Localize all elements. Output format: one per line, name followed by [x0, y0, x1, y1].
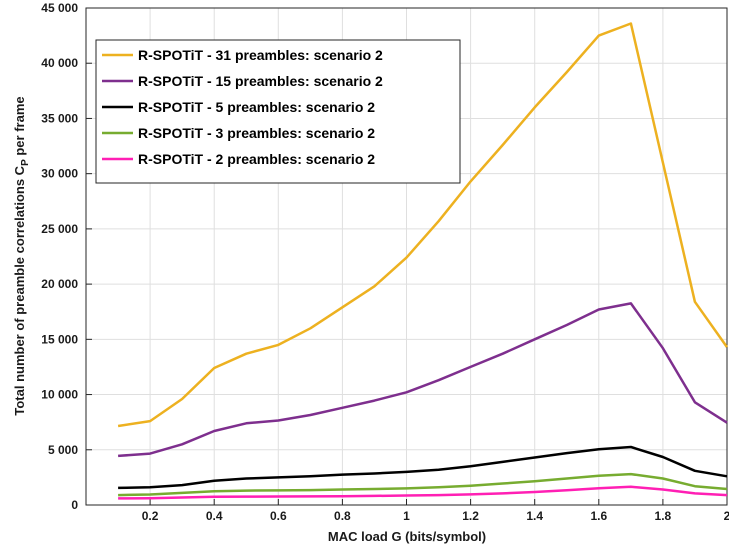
series-line-0: [117, 22, 729, 428]
y-axis: 0 5 000 10 000 15 000 20 000 25 000 30 000 35 0…: [41, 1, 92, 512]
y-tick-label: 40 000: [41, 56, 78, 70]
x-axis: 0.2 0.4 0.6 0.8 1 1.2 1.4 1.6 1.8 2: [142, 499, 729, 523]
x-tick-label: 1.8: [655, 509, 672, 523]
series-line-2: [118, 445, 728, 490]
x-tick-label: 1.2: [462, 509, 479, 523]
y-axis-title-tail: per frame: [12, 96, 27, 159]
x-tick-label: 2: [724, 509, 729, 523]
y-axis-title: Total number of preamble correlations CP…: [12, 96, 31, 415]
x-tick-label: 0.8: [334, 509, 351, 523]
x-tick-label: 1.4: [526, 509, 543, 523]
x-tick-label: 1: [403, 509, 410, 523]
legend: R-SPOTiT - 31 preambles: scenario 2 R-SPO…: [95, 39, 461, 184]
y-tick-label: 30 000: [41, 167, 78, 181]
legend-label-2: R-SPOTiT - 5 preambles: scenario 2: [138, 99, 375, 115]
y-tick-label: 25 000: [41, 222, 78, 236]
legend-label-0: R-SPOTiT - 31 preambles: scenario 2: [138, 47, 383, 63]
legend-box: [95, 39, 461, 184]
y-tick-label: 45 000: [41, 1, 78, 15]
series-line-1: [118, 302, 728, 458]
y-tick-label: 10 000: [41, 388, 78, 402]
x-tick-label: 1.6: [590, 509, 607, 523]
series-line-4: [118, 485, 728, 500]
x-tick-label: 0.4: [206, 509, 223, 523]
x-tick-label: 0.2: [142, 509, 159, 523]
x-tick-label: 0.6: [270, 509, 287, 523]
y-axis-title-main: Total number of preamble correlations C: [12, 165, 27, 415]
series-lines: [117, 22, 729, 500]
y-tick-label: 15 000: [41, 332, 78, 346]
x-axis-title: MAC load G (bits/symbol): [328, 529, 486, 544]
legend-label-4: R-SPOTiT - 2 preambles: scenario 2: [138, 151, 375, 167]
legend-label-1: R-SPOTiT - 15 preambles: scenario 2: [138, 73, 383, 89]
y-tick-label: 35 000: [41, 111, 78, 125]
y-tick-label: 20 000: [41, 277, 78, 291]
y-axis-title-subscript: P: [20, 159, 31, 166]
series-line-3: [118, 472, 728, 497]
y-tick-label: 0: [71, 498, 78, 512]
y-tick-label: 5 000: [48, 443, 78, 457]
legend-label-3: R-SPOTiT - 3 preambles: scenario 2: [138, 125, 375, 141]
